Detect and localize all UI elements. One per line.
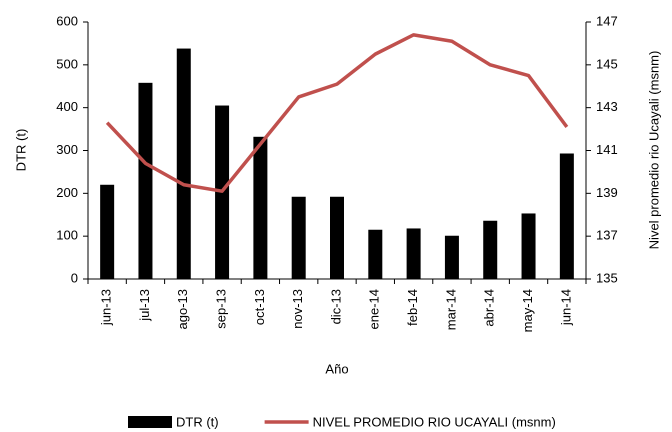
y-tick-label: 400	[56, 99, 78, 114]
bar	[483, 220, 498, 279]
bar	[100, 184, 115, 279]
legend-label: DTR (t)	[176, 414, 219, 429]
x-tick-label: oct-13	[252, 289, 267, 325]
x-tick-label: dic-13	[328, 289, 343, 324]
x-tick-label: jun-13	[99, 289, 114, 326]
line	[105, 33, 569, 193]
bar	[138, 82, 153, 279]
y2-axis-label: Nivel promedio rio Ucayali (msnm)	[646, 51, 661, 250]
bar	[291, 196, 306, 279]
bar	[253, 136, 268, 279]
bar	[521, 213, 536, 279]
x-tick-label: nov-13	[290, 289, 305, 329]
y2-tick-label: 143	[596, 99, 618, 114]
y-tick-label: 300	[56, 142, 78, 157]
x-tick-label: abr-14	[482, 289, 497, 327]
y-tick-label: 200	[56, 185, 78, 200]
bar	[444, 235, 459, 279]
x-tick-label: jul-13	[137, 289, 152, 322]
bar	[406, 228, 421, 279]
bar	[330, 196, 344, 279]
y2-tick-label: 147	[596, 13, 618, 28]
y-tick-label: 100	[56, 228, 78, 243]
y2-tick-label: 137	[596, 228, 618, 243]
y2-tick-label: 145	[596, 56, 618, 71]
y2-tick-label: 135	[596, 270, 618, 285]
bar	[559, 153, 574, 279]
legend-swatch	[128, 416, 172, 428]
x-tick-label: ene-14	[367, 289, 382, 329]
y2-tick-label: 139	[596, 185, 618, 200]
x-tick-label: feb-14	[405, 289, 420, 326]
x-tick-label: mar-14	[443, 289, 458, 330]
y-tick-label: 0	[71, 270, 78, 285]
x-tick-label: may-14	[520, 289, 535, 332]
bar	[176, 48, 191, 279]
x-axis-label: Año	[325, 361, 348, 376]
x-tick-label: ago-13	[175, 289, 190, 329]
y2-tick-label: 141	[596, 142, 618, 157]
y-axis-label: DTR (t)	[13, 129, 28, 172]
y-tick-label: 600	[56, 13, 78, 28]
x-tick-label: jun-14	[558, 289, 573, 326]
y-tick-label: 500	[56, 56, 78, 71]
x-tick-label: sep-13	[214, 289, 229, 329]
bar	[368, 229, 383, 279]
legend-label: NIVEL PROMEDIO RIO UCAYALI (msnm)	[313, 414, 556, 429]
